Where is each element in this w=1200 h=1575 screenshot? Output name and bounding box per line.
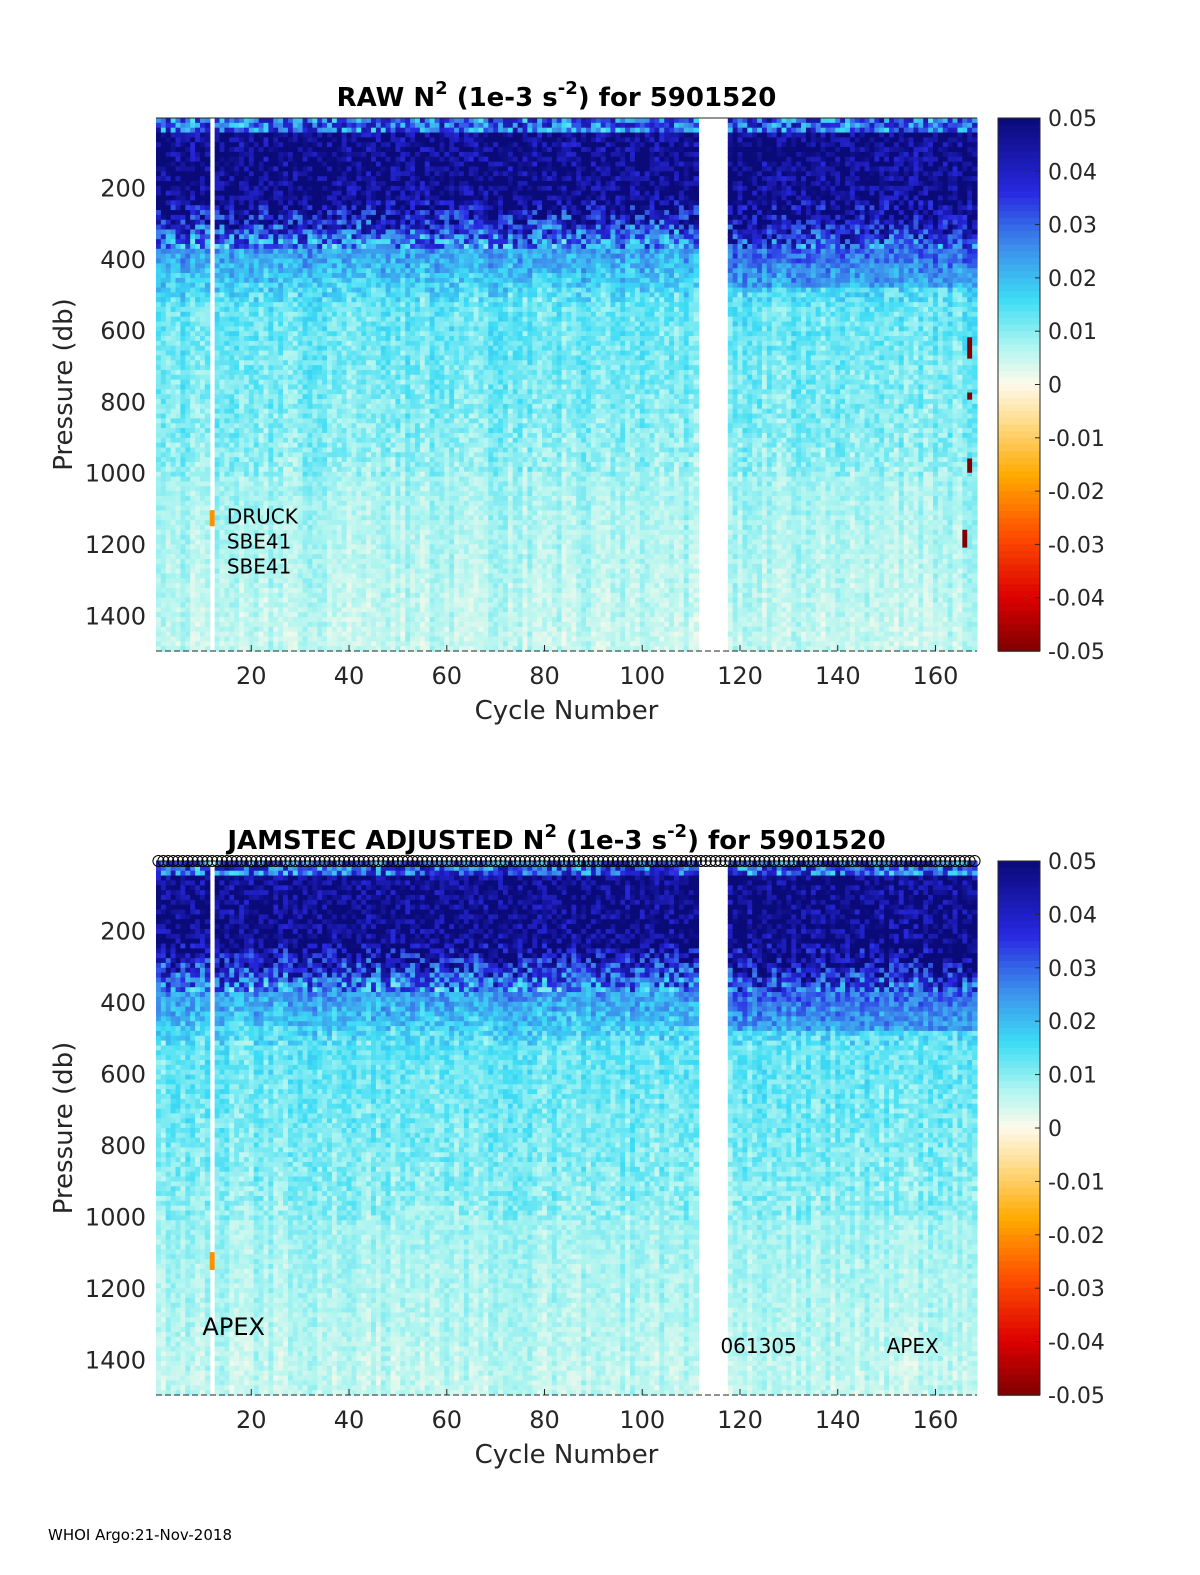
x-tick-label: 80 <box>529 662 560 690</box>
annotation-label: APEX <box>887 1334 939 1358</box>
negative-mark-5 <box>962 530 967 548</box>
y-tick-label: 800 <box>100 1132 146 1160</box>
title-part: ) for 5901520 <box>578 83 777 113</box>
colorbar-tick-label: 0.01 <box>1048 1064 1097 1089</box>
colorbar-tick-label: -0.05 <box>1048 1384 1105 1409</box>
colorbar-tick-label: -0.03 <box>1048 533 1105 558</box>
y-axis-label: Pressure (db) <box>49 298 79 471</box>
annotation-label: APEX <box>202 1313 265 1341</box>
colorbar-tick-label: 0.05 <box>1048 850 1097 875</box>
y-tick-label: 1200 <box>85 1275 146 1303</box>
title-part: JAMSTEC ADJUSTED N <box>225 826 544 856</box>
x-axis-label: Cycle Number <box>475 1440 659 1470</box>
negative-mark-2 <box>967 337 972 358</box>
negative-mark-1 <box>210 510 215 526</box>
x-tick-label: 60 <box>431 662 462 690</box>
x-tick-label: 60 <box>431 1406 462 1434</box>
chart-title: RAW N2 (1e-3 s-2) for 5901520 <box>337 78 777 113</box>
x-tick-label: 20 <box>236 1406 267 1434</box>
y-tick-label: 400 <box>100 989 146 1017</box>
title-part: (1e-3 s <box>448 83 558 113</box>
y-tick-label: 1400 <box>85 1346 146 1374</box>
colorbar-tick-label: -0.03 <box>1048 1277 1105 1302</box>
heatmap-field <box>156 861 978 1396</box>
x-tick-label: 40 <box>334 662 365 690</box>
colorbar-tick-label: -0.04 <box>1048 587 1105 612</box>
x-tick-label: 40 <box>334 1406 365 1434</box>
colorbar-tick-label: 0.03 <box>1048 214 1097 239</box>
y-tick-label: 200 <box>100 175 146 203</box>
title-part: 2 <box>544 821 557 842</box>
x-tick-label: 160 <box>913 662 959 690</box>
colorbar-tick-label: 0.02 <box>1048 267 1097 292</box>
annotation-label: SBE41 <box>227 529 292 553</box>
x-tick-label: 120 <box>717 662 763 690</box>
colorbar-tick-label: 0.04 <box>1048 903 1097 928</box>
colorbar-tick-label: 0.03 <box>1048 957 1097 982</box>
footer-label: WHOI Argo:21-Nov-2018 <box>48 1526 232 1544</box>
x-tick-label: 100 <box>619 1406 665 1434</box>
y-tick-label: 1000 <box>85 1203 146 1231</box>
colorbar-tick-label: 0.01 <box>1048 320 1097 345</box>
colorbar-tick-label: -0.02 <box>1048 480 1105 505</box>
colorbar-tick-label: 0.04 <box>1048 160 1097 185</box>
colorbar-tick-label: 0.02 <box>1048 1010 1097 1035</box>
x-tick-label: 80 <box>529 1406 560 1434</box>
chart-panel-2: 20 40 60 80 100 120 140 16020040060080010001200… <box>49 821 1105 1470</box>
x-tick-label: 20 <box>236 662 267 690</box>
colorbar-tick-label: -0.02 <box>1048 1224 1105 1249</box>
y-tick-label: 1200 <box>85 531 146 559</box>
x-tick-label: 120 <box>717 1406 763 1434</box>
y-tick-label: 200 <box>100 918 146 946</box>
title-part: (1e-3 s <box>557 826 667 856</box>
title-part: -2 <box>558 78 578 99</box>
negative-mark-3 <box>967 393 972 400</box>
annotation-label: SBE41 <box>227 554 292 578</box>
y-tick-label: 400 <box>100 246 146 274</box>
title-part: RAW N <box>337 83 435 113</box>
colorbar-tick-label: 0 <box>1048 374 1062 399</box>
x-tick-label: 160 <box>913 1406 959 1434</box>
negative-mark-1 <box>210 1252 215 1270</box>
y-tick-label: 800 <box>100 388 146 416</box>
title-part: ) for 5901520 <box>687 826 886 856</box>
colorbar-tick-label: 0.05 <box>1048 107 1097 132</box>
y-tick-label: 600 <box>100 317 146 345</box>
colorbar-tick-label: -0.01 <box>1048 427 1105 452</box>
colorbar-tick-label: 0 <box>1048 1117 1062 1142</box>
y-axis-label: Pressure (db) <box>49 1042 79 1215</box>
colorbar: 0.05 0.04 0.03 0.02 0.01 0 -0.01 -0.02 -0.03 -0.0… <box>998 107 1105 665</box>
annotation-label: 061305 <box>720 1334 796 1358</box>
colorbar-tick-label: -0.04 <box>1048 1331 1105 1356</box>
y-tick-label: 1000 <box>85 460 146 488</box>
colorbar: 0.05 0.04 0.03 0.02 0.01 0 -0.01 -0.02 -0.03 -0.0… <box>998 850 1105 1409</box>
chart-title: JAMSTEC ADJUSTED N2 (1e-3 s-2) for 59015… <box>225 821 885 856</box>
negative-mark-4 <box>967 458 972 472</box>
title-part: -2 <box>667 821 687 842</box>
colorbar-tick-label: -0.05 <box>1048 640 1105 665</box>
y-tick-label: 600 <box>100 1061 146 1089</box>
annotation-label: DRUCK <box>227 505 299 529</box>
x-axis-label: Cycle Number <box>475 696 659 726</box>
colorbar-tick-label: -0.01 <box>1048 1170 1105 1195</box>
x-tick-label: 140 <box>815 1406 861 1434</box>
x-tick-label: 140 <box>815 662 861 690</box>
chart-panel-1: 20 40 60 80 100 120 140 16020040060080010001200… <box>49 78 1105 726</box>
y-tick-label: 1400 <box>85 602 146 630</box>
x-tick-label: 100 <box>619 662 665 690</box>
title-part: 2 <box>435 78 448 99</box>
